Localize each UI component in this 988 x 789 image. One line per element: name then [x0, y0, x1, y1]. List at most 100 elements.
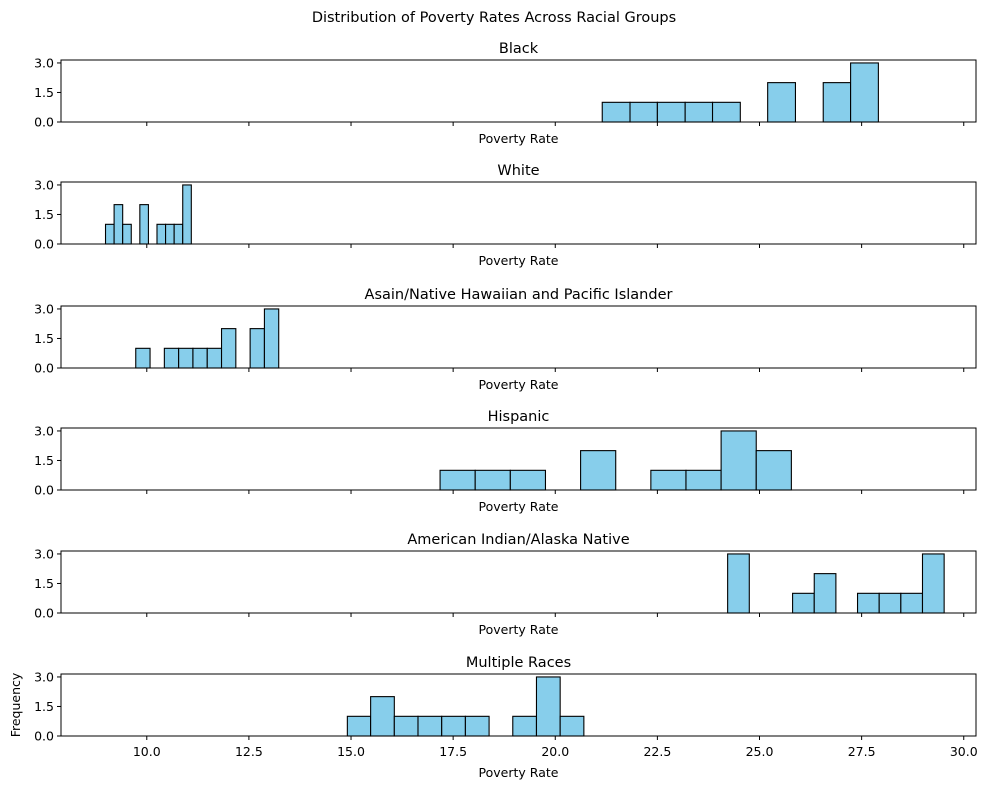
x-tick-label: 12.5 [235, 744, 263, 759]
y-tick-label: 1.5 [34, 453, 54, 468]
x-tick-label: 25.0 [746, 744, 774, 759]
x-tick-label: 30.0 [950, 744, 978, 759]
bars [601, 62, 879, 123]
histogram-bar [220, 328, 237, 369]
histogram-bar [792, 592, 815, 614]
figure-title: Distribution of Poverty Rates Across Rac… [312, 10, 676, 26]
histogram-bar [249, 328, 265, 369]
y-tick-label: 3.0 [34, 301, 54, 316]
x-tick-label: 10.0 [133, 744, 161, 759]
histogram-bar [192, 347, 208, 369]
histogram-bar [439, 469, 476, 491]
histogram-bar [856, 592, 880, 614]
subplot-title: Hispanic [488, 409, 550, 425]
histogram-bar [656, 101, 686, 123]
histogram-bar [580, 450, 617, 491]
histogram-bar [156, 223, 167, 245]
y-axis-label: Frequency [8, 672, 23, 737]
histogram-bar [512, 715, 538, 737]
histogram-bar [711, 101, 741, 123]
y-tick-label: 3.0 [34, 423, 54, 438]
y-tick-label: 0.0 [34, 729, 54, 744]
y-tick-label: 3.0 [34, 546, 54, 561]
histogram-bar [813, 573, 837, 614]
histogram-bar [370, 696, 395, 737]
subplot-5: American Indian/Alaska Native 0.0 1.5 3.0 Po… [34, 532, 977, 637]
histogram-bar [393, 715, 419, 737]
y-tick-label: 0.0 [34, 237, 54, 252]
histogram-bar [346, 715, 372, 737]
axes-frame [60, 550, 977, 614]
histogram-bar [182, 184, 192, 245]
y-tick-label: 3.0 [34, 55, 54, 70]
subplot-2: White 0.0 1.5 3.0 Poverty Rate [34, 163, 977, 268]
x-axis-label: Poverty Rate [479, 253, 559, 268]
histogram-bar [178, 347, 194, 369]
histogram-bar [263, 308, 280, 369]
y-tick-label: 1.5 [34, 331, 54, 346]
x-axis-label: Poverty Rate [479, 377, 559, 392]
y-tick-label: 1.5 [34, 85, 54, 100]
x-tick-label: 15.0 [337, 744, 365, 759]
histogram-bar [509, 469, 547, 491]
histogram-bar [685, 469, 722, 491]
y-tick-label: 0.0 [34, 606, 54, 621]
histogram-bar [900, 592, 924, 614]
subplot-stack: Black 0.0 1.5 3.0 Poverty Rate White 0.0 1.5 3.0… [8, 41, 978, 780]
histogram-bar [684, 101, 714, 123]
x-axis-label: Poverty Rate [479, 622, 559, 637]
axes-frame [60, 59, 977, 123]
subplot-title: Asain/Native Hawaiian and Pacific Island… [365, 287, 673, 303]
x-tick-label: 20.0 [541, 744, 569, 759]
histogram-bar [441, 715, 466, 737]
x-tick-label: 27.5 [848, 744, 876, 759]
histogram-bar [104, 223, 115, 245]
axes-frame [60, 673, 977, 737]
histogram-bar [720, 430, 757, 491]
y-tick-label: 3.0 [34, 669, 54, 684]
y-tick-label: 0.0 [34, 483, 54, 498]
x-tick-label: 22.5 [643, 744, 671, 759]
histogram-bar [601, 101, 631, 123]
histogram-bar [629, 101, 658, 123]
histogram-bar [921, 553, 945, 614]
histogram-bar [417, 715, 443, 737]
bars [439, 430, 792, 491]
x-axis-label: Poverty Rate [479, 499, 559, 514]
y-tick-label: 0.0 [34, 115, 54, 130]
axes-frame [60, 181, 977, 245]
subplot-title: Black [499, 41, 539, 57]
subplot-3: Asain/Native Hawaiian and Pacific Island… [34, 287, 977, 392]
histogram-bar [822, 82, 852, 123]
histogram-bar [135, 347, 151, 369]
bars [346, 676, 585, 737]
x-tick-label: 17.5 [439, 744, 467, 759]
subplot-title: White [497, 163, 539, 179]
axes-frame [60, 305, 977, 369]
histogram-bar [559, 715, 585, 737]
histogram-bar [113, 204, 124, 245]
histogram-bar [727, 553, 750, 614]
histogram-bar [122, 223, 132, 245]
histogram-bar [767, 82, 796, 123]
histogram-bar [139, 204, 149, 245]
axes-frame [60, 427, 977, 491]
y-tick-label: 1.5 [34, 576, 54, 591]
x-axis-label: Poverty Rate [479, 765, 559, 780]
bars [104, 184, 192, 245]
subplot-6: Multiple Races 0.0 1.5 3.0 10.0 12.5 15.0 17.5 2… [8, 655, 978, 780]
histogram-bar [163, 347, 180, 369]
bars [727, 553, 945, 614]
y-tick-label: 1.5 [34, 207, 54, 222]
histogram-bar [206, 347, 223, 369]
y-tick-label: 1.5 [34, 699, 54, 714]
histogram-bar [850, 62, 879, 123]
histogram-bar [173, 223, 184, 245]
x-axis-label: Poverty Rate [479, 131, 559, 146]
subplot-title: American Indian/Alaska Native [407, 532, 629, 548]
histogram-bar [755, 450, 792, 491]
histogram-bar [165, 223, 175, 245]
y-tick-label: 3.0 [34, 177, 54, 192]
bars [135, 308, 280, 369]
histogram-bar [474, 469, 511, 491]
